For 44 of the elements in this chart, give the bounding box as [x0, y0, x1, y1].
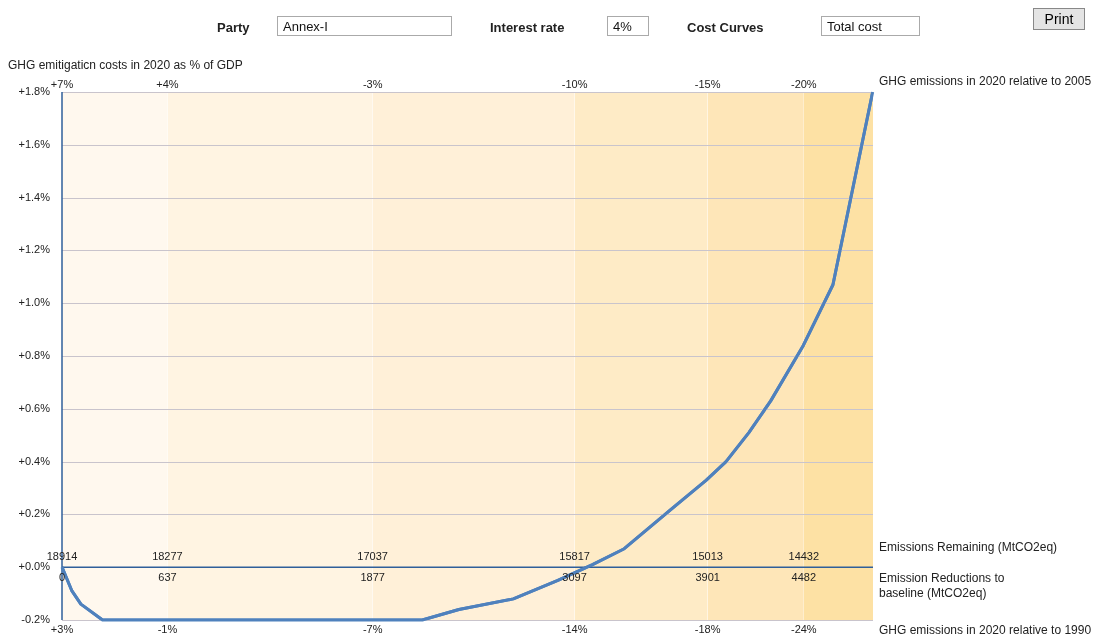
- y-tick-label: +1.0%: [18, 296, 51, 309]
- text: -24%: [790, 622, 817, 635]
- x-tick-label: 4482: [791, 570, 817, 583]
- y-tick-label: +0.6%: [18, 401, 51, 414]
- y-tick-label: +0.4%: [18, 454, 51, 467]
- text: -3%: [362, 77, 383, 90]
- x2-tick-label: 15013: [692, 549, 723, 562]
- text: Party: [217, 20, 250, 35]
- text: GHG emissions in 2020 relative to 2005: [879, 74, 1092, 89]
- text: GHG emissions in 2020 relative to 1990: [879, 623, 1092, 638]
- text: -20%: [790, 77, 817, 90]
- y-tick-label: +0.2%: [18, 507, 51, 520]
- y-tick-label: +1.2%: [18, 243, 51, 256]
- x2-axis-title: Emissions Remaining (MtCO2eq): [879, 539, 1058, 554]
- text: -15%: [694, 77, 721, 90]
- x-tick-label: 3901: [695, 570, 720, 583]
- text: Cost Curves: [687, 20, 764, 35]
- text-field: 4%: [607, 16, 649, 36]
- text-field: Total cost: [821, 16, 920, 36]
- text-field: Annex-I: [277, 16, 452, 36]
- text: -1%: [157, 622, 178, 635]
- y-tick-label: -0.2%: [21, 613, 51, 626]
- y-axis-title: GHG emitigaticn costs in 2020 as % of GDP: [8, 58, 243, 73]
- text: +3%: [50, 622, 74, 635]
- y-tick-label: +1.6%: [18, 137, 51, 150]
- text: +7%: [50, 77, 74, 90]
- y-tick-label: +1.8%: [18, 85, 51, 98]
- y-tick-label: +0.0%: [18, 560, 51, 573]
- x-tick-label: 637: [158, 570, 177, 583]
- x2-tick-label: 15817: [559, 549, 590, 562]
- x-tick-label: 1877: [360, 570, 385, 583]
- x2-tick-label: 17037: [357, 549, 388, 562]
- text: -10%: [561, 77, 588, 90]
- text: +4%: [156, 77, 179, 90]
- text: -7%: [362, 622, 383, 635]
- x2-tick-label: 18277: [152, 549, 183, 562]
- x2-tick-label: 14432: [788, 549, 820, 562]
- y-tick-label: +1.4%: [18, 190, 51, 203]
- text: -18%: [694, 622, 721, 635]
- y-tick-label: +0.8%: [18, 349, 51, 362]
- x-axis-title: Emission Reductions to baseline (MtCO2eq): [879, 570, 1005, 600]
- text: -14%: [561, 622, 588, 635]
- print-button: Print: [1033, 8, 1085, 30]
- text: Interest rate: [490, 20, 565, 35]
